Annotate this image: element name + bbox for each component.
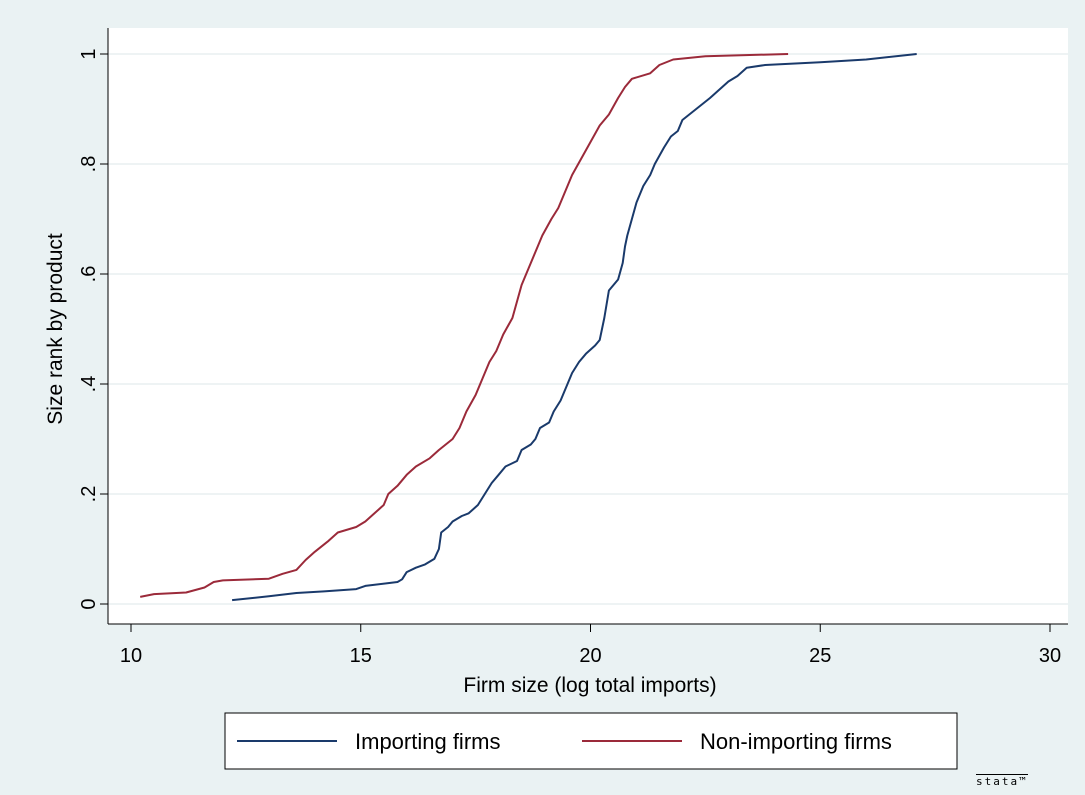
y-tick-label: 1: [78, 48, 100, 59]
legend-label-importing: Importing firms: [355, 729, 500, 754]
legend-label-non-importing: Non-importing firms: [700, 729, 892, 754]
x-ticks: 10 15 20 25 30: [120, 624, 1061, 667]
y-tick-label: .4: [78, 376, 100, 393]
plot-region: [108, 28, 1068, 624]
y-tick-label: .2: [78, 486, 100, 503]
y-tick-label: 0: [78, 598, 100, 609]
y-tick-label: .8: [78, 156, 100, 173]
x-tick-label: 15: [350, 645, 372, 667]
x-tick-label: 20: [579, 645, 601, 667]
legend: Importing firms Non-importing firms: [224, 712, 958, 770]
x-tick-label: 30: [1039, 645, 1061, 667]
series-line-non-importing: [140, 53, 789, 598]
x-tick-label: 10: [120, 645, 142, 667]
stata-logo: stata™: [976, 774, 1028, 788]
y-tick-label: .6: [78, 266, 100, 283]
y-ticks: 0 .2 .4 .6 .8 1: [78, 48, 108, 610]
grid-lines: [108, 53, 1068, 605]
x-tick-label: 25: [809, 645, 831, 667]
series-line-importing: [231, 53, 917, 602]
series-lines: [140, 53, 917, 602]
y-axis-title: Size rank by product: [44, 233, 67, 425]
x-axis-title: Firm size (log total imports): [463, 674, 716, 697]
